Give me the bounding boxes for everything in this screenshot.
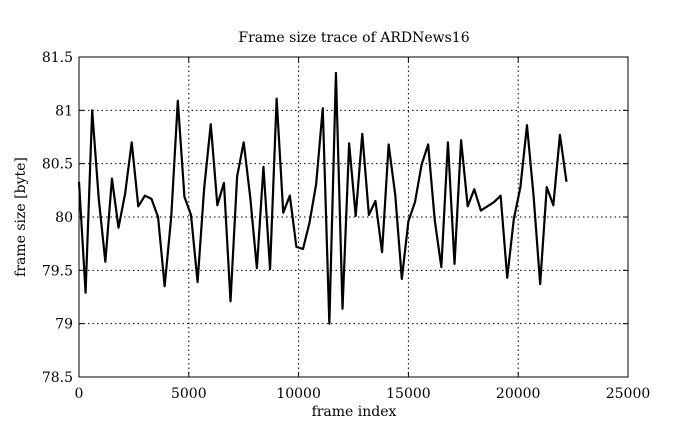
- y-tick-label: 80.5: [42, 157, 73, 173]
- x-tick-label: 20000: [496, 386, 541, 402]
- x-tick-label: 10000: [276, 386, 321, 402]
- y-tick-label: 79: [55, 317, 73, 333]
- y-tick-label: 80: [55, 210, 73, 226]
- tick-labels: 0 5000 10000 15000 20000 25000 78.5 79 79.5 80 80.…: [42, 50, 650, 402]
- x-tick-label: 0: [75, 386, 84, 402]
- chart-title: Frame size trace of ARDNews16: [238, 30, 469, 46]
- y-tick-label: 81.5: [42, 50, 73, 66]
- y-tick-label: 81: [55, 103, 73, 119]
- y-tick-label: 79.5: [42, 263, 73, 279]
- grid-lines: [79, 57, 628, 377]
- y-axis-label: frame size [byte]: [13, 157, 29, 277]
- x-tick-label: 25000: [606, 386, 651, 402]
- y-tick-label: 78.5: [42, 370, 73, 386]
- data-series-line: [77, 71, 568, 325]
- x-tick-label: 5000: [171, 386, 207, 402]
- x-axis-label: frame index: [312, 404, 397, 420]
- x-tick-label: 15000: [386, 386, 431, 402]
